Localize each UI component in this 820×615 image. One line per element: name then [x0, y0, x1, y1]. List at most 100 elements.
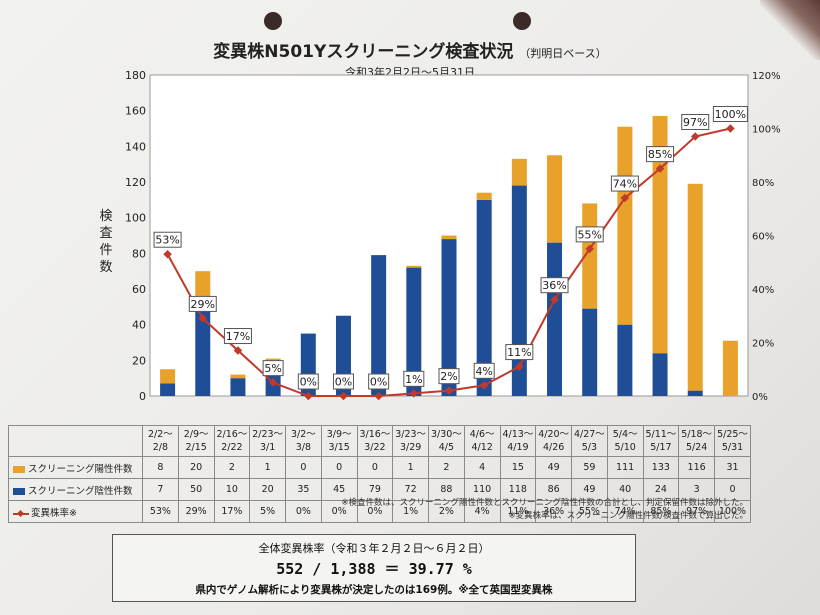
- rate-point: [550, 295, 559, 304]
- y-axis-right: 0% 20% 40% 60% 80% 100% 120%: [752, 71, 781, 403]
- y-tick-left: 180: [125, 69, 146, 82]
- rate-point: [444, 386, 454, 395]
- rate-data-label: 85%: [648, 148, 672, 161]
- y-axis-left: 0 20 40 60 80 100 120 140 160 180: [125, 69, 146, 403]
- bar-negative: [652, 353, 668, 396]
- legend-swatch-blue: [13, 487, 25, 495]
- table-cell-rate: 100%: [714, 500, 751, 523]
- x-tick-label: 3/9～ 3/15: [320, 425, 358, 457]
- rate-data-label: 5%: [264, 362, 281, 375]
- x-tick-end: 5/10: [614, 442, 636, 453]
- x-tick-start: 4/20～: [538, 429, 570, 440]
- rate-label-box: [153, 231, 182, 248]
- x-tick-label: 4/6～ 4/12: [463, 425, 501, 457]
- table-header-row: 2/2～ 2/8 2/9～ 2/15 2/16～ 2/22 2/23～ 3/1 3/2～ 3/8 3…: [8, 425, 751, 457]
- legend-positive: スクリーニング陽性件数: [8, 456, 143, 479]
- table-corner: [8, 425, 143, 457]
- legend-negative: スクリーニング陰性件数: [8, 478, 143, 501]
- legend-swatch-orange: [13, 465, 25, 473]
- table-cell-positive: 0: [285, 456, 322, 479]
- x-tick-label: 5/11～ 5/17: [642, 425, 680, 457]
- bar-positive: [722, 340, 738, 396]
- x-tick-start: 2/2～: [147, 429, 173, 440]
- rate-data-label: 0%: [370, 376, 387, 389]
- y-tick-right: 20%: [752, 339, 774, 350]
- rate-point: [515, 362, 524, 371]
- rate-data-label: 11%: [507, 346, 531, 359]
- table-cell-positive: 0: [320, 456, 358, 479]
- rate-data-label: 53%: [155, 234, 179, 247]
- x-tick-start: 2/23～: [252, 429, 284, 440]
- chart-title: 変異株N501Yスクリーニング検査状況 （判明日ベース）: [0, 37, 820, 62]
- x-tick-end: 4/26: [542, 442, 565, 453]
- rate-label-box: [297, 373, 319, 390]
- binder-hole: [513, 12, 531, 30]
- x-tick-start: 5/18～: [681, 429, 713, 440]
- x-tick-start: 5/11～: [645, 429, 677, 440]
- summary-genome-note: 県内でゲノム解析により変異株が決定したのは169例。※全て英国型変異株: [195, 584, 553, 596]
- x-tick-label: 3/30～ 4/5: [428, 425, 465, 457]
- summary-box: 全体変異株率（令和３年２月２日～６月２日） 552 / 1,388 ＝ 39.7…: [112, 534, 636, 602]
- table-cell-positive: 1: [249, 456, 286, 479]
- rate-label-box: [262, 360, 284, 377]
- x-tick-end: 2/22: [221, 442, 243, 453]
- rate-point: [339, 391, 348, 401]
- bar-positive: [406, 265, 422, 268]
- x-tick-start: 5/4～: [612, 429, 638, 440]
- table-cell-rate: 0%: [320, 500, 358, 523]
- corner-shadow: [760, 0, 820, 60]
- bar-positive: [617, 126, 633, 325]
- x-tick-label: 2/23～ 3/1: [249, 425, 286, 457]
- rate-label-box: [646, 146, 675, 163]
- bar-negative: [582, 308, 598, 396]
- bar-positive: [265, 358, 281, 361]
- bar-negative: [371, 255, 387, 396]
- x-tick-start: 3/9～: [326, 429, 352, 440]
- y-tick-left: 80: [132, 247, 146, 260]
- rate-label-box: [223, 328, 252, 345]
- rate-label-box: [332, 373, 354, 390]
- rate-label-box: [473, 362, 495, 379]
- bars-group: [160, 116, 738, 396]
- bar-negative: [160, 383, 176, 396]
- table-row-negative: スクリーニング陰性件数 7 50 10 20 35 45 79 72 88 110 118 86 49 4…: [8, 478, 751, 501]
- x-tick-end: 4/19: [507, 442, 529, 453]
- legend-negative-label: スクリーニング陰性件数: [28, 485, 133, 497]
- rate-point: [268, 378, 278, 387]
- table-cell-positive: 20: [177, 456, 215, 479]
- footnote-1: ※検査件数は、スクリーニング陽性件数とスクリーニング陰性件数の合計とし、判定保留…: [341, 498, 748, 508]
- rate-label-box: [610, 175, 639, 192]
- x-tick-end: 3/22: [364, 442, 386, 453]
- rate-data-label: 100%: [715, 108, 746, 121]
- rate-point: [233, 346, 243, 355]
- chart-title-suffix: （判明日ベース）: [519, 47, 607, 60]
- y-tick-right: 100%: [752, 125, 781, 136]
- x-tick-label: 2/9～ 2/15: [177, 425, 215, 457]
- rate-data-label: 36%: [542, 279, 566, 292]
- table-cell-rate: 5%: [249, 500, 286, 523]
- table-cell-positive: 2: [428, 456, 465, 479]
- x-tick-end: 2/15: [185, 442, 207, 453]
- y-tick-left: 0: [139, 390, 146, 403]
- rate-point: [198, 314, 208, 323]
- x-tick-end: 3/29: [399, 442, 422, 453]
- x-tick-end: 5/17: [650, 442, 672, 453]
- rate-label-box: [368, 373, 390, 390]
- rate-line-group: 53% 29% 17% 5% 0% 0% 0% 1% 2% 4% 11% 36% 55% 74% 85% 97…: [153, 106, 748, 401]
- rate-label-box: [438, 368, 460, 385]
- table-cell-negative: 35: [285, 478, 322, 501]
- x-tick-label: 5/25～ 5/31: [714, 425, 751, 457]
- rate-label-box: [540, 277, 569, 294]
- bar-positive: [230, 374, 246, 379]
- y-tick-right: 80%: [752, 178, 774, 189]
- x-tick-end: 4/5: [438, 442, 455, 453]
- x-tick-end: 3/8: [295, 442, 312, 453]
- rate-data-label: 55%: [577, 228, 601, 241]
- summary-heading: 全体変異株率（令和３年２月２日～６月２日）: [258, 542, 490, 555]
- table-cell-rate: 74%: [606, 500, 644, 523]
- rate-label-box: [505, 344, 534, 361]
- x-tick-start: 3/23～: [395, 429, 427, 440]
- table-cell-rate: 0%: [285, 500, 322, 523]
- y-tick-left: 120: [125, 176, 146, 189]
- x-tick-start: 3/30～: [430, 429, 462, 440]
